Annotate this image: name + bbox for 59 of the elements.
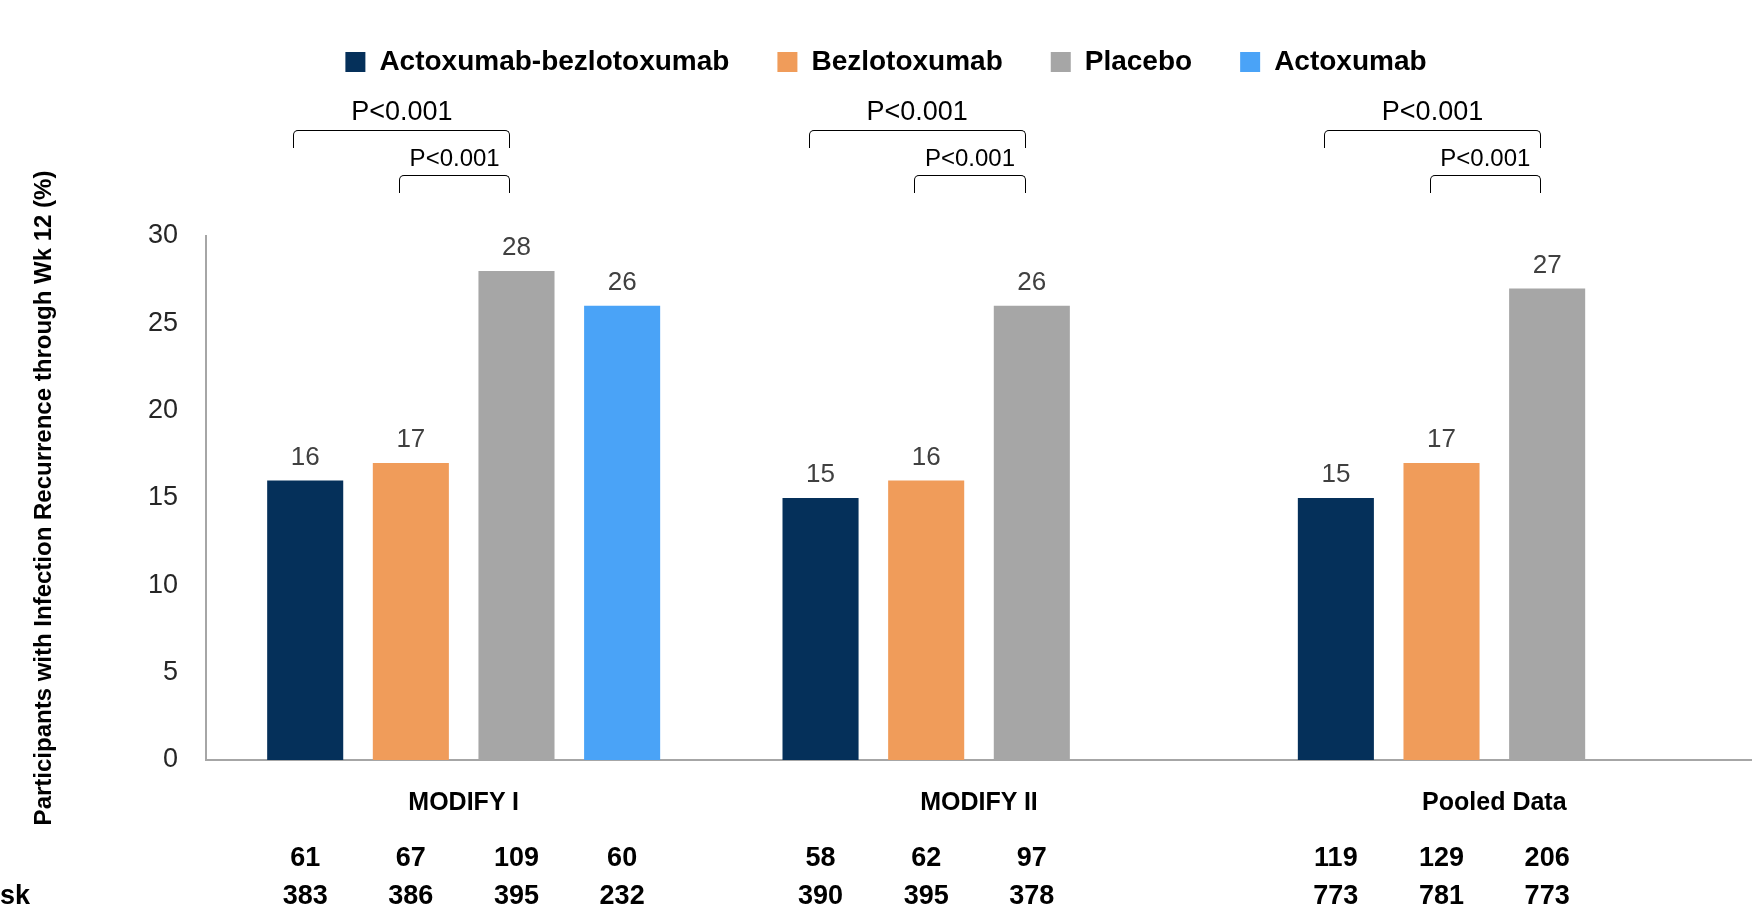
- bar: [267, 480, 344, 760]
- text: 395: [493, 880, 540, 911]
- text: 206: [1524, 842, 1570, 873]
- y-tick-label: 0: [162, 743, 178, 774]
- text: 390: [798, 880, 844, 911]
- text: 395: [903, 880, 949, 911]
- text: 386: [388, 880, 434, 911]
- y-tick-label: 30: [147, 219, 178, 250]
- y-tick-label: 10: [147, 568, 178, 599]
- data-label: 27: [1532, 248, 1562, 279]
- text: sk: [0, 880, 32, 911]
- text: 383: [282, 880, 328, 911]
- text: P<0.001: [1381, 95, 1484, 126]
- data-label: 28: [502, 231, 531, 262]
- y-tick-label: 5: [162, 656, 178, 687]
- y-tick-label: 25: [147, 306, 178, 337]
- y-tick-label: 15: [147, 481, 178, 512]
- text: P<0.001: [409, 143, 500, 171]
- text: 60: [607, 842, 638, 873]
- text: 773: [1524, 880, 1570, 911]
- data-label: 15: [1321, 458, 1351, 489]
- text: P<0.001: [1440, 143, 1531, 171]
- data-label: 17: [396, 423, 426, 454]
- x-tick-label: MODIFY I: [408, 786, 519, 815]
- bar: [1403, 463, 1480, 760]
- bar: [584, 305, 661, 760]
- text: 62: [911, 842, 942, 873]
- x-tick-label: Pooled Data: [1422, 786, 1568, 815]
- text: 97: [1016, 842, 1047, 873]
- legend-label: Placebo: [1084, 44, 1193, 76]
- legend-label: Bezlotoxumab: [811, 44, 1003, 76]
- text: P<0.001: [866, 95, 968, 126]
- bar: [372, 463, 449, 760]
- text: 232: [599, 880, 645, 911]
- y-tick-label: 20: [147, 394, 178, 425]
- text: 109: [493, 842, 540, 873]
- text: 129: [1418, 842, 1465, 873]
- data-label: 26: [607, 266, 637, 297]
- text: P<0.001: [351, 95, 453, 126]
- text: 378: [1009, 880, 1055, 911]
- bar: [888, 480, 965, 760]
- data-label: 16: [290, 440, 320, 471]
- data-label: 15: [806, 458, 835, 489]
- legend-label: Actoxumab: [1274, 44, 1427, 76]
- text: 119: [1314, 842, 1358, 873]
- data-label: 16: [911, 440, 941, 471]
- text: 58: [805, 842, 836, 873]
- data-label: 26: [1017, 266, 1047, 297]
- text: 61: [290, 842, 321, 873]
- y-axis-title: Participants with Infection Recurrence through Wk 12 (%): [28, 170, 56, 826]
- bar: [1297, 498, 1374, 760]
- text: 773: [1313, 880, 1359, 911]
- text: 781: [1418, 880, 1465, 911]
- x-tick-label: MODIFY II: [920, 786, 1038, 815]
- text: P<0.001: [924, 143, 1016, 171]
- legend-label: Actoxumab-bezlotoxumab: [379, 44, 730, 76]
- text: 67: [395, 842, 426, 873]
- bar: [782, 498, 859, 760]
- data-label: 17: [1427, 423, 1456, 454]
